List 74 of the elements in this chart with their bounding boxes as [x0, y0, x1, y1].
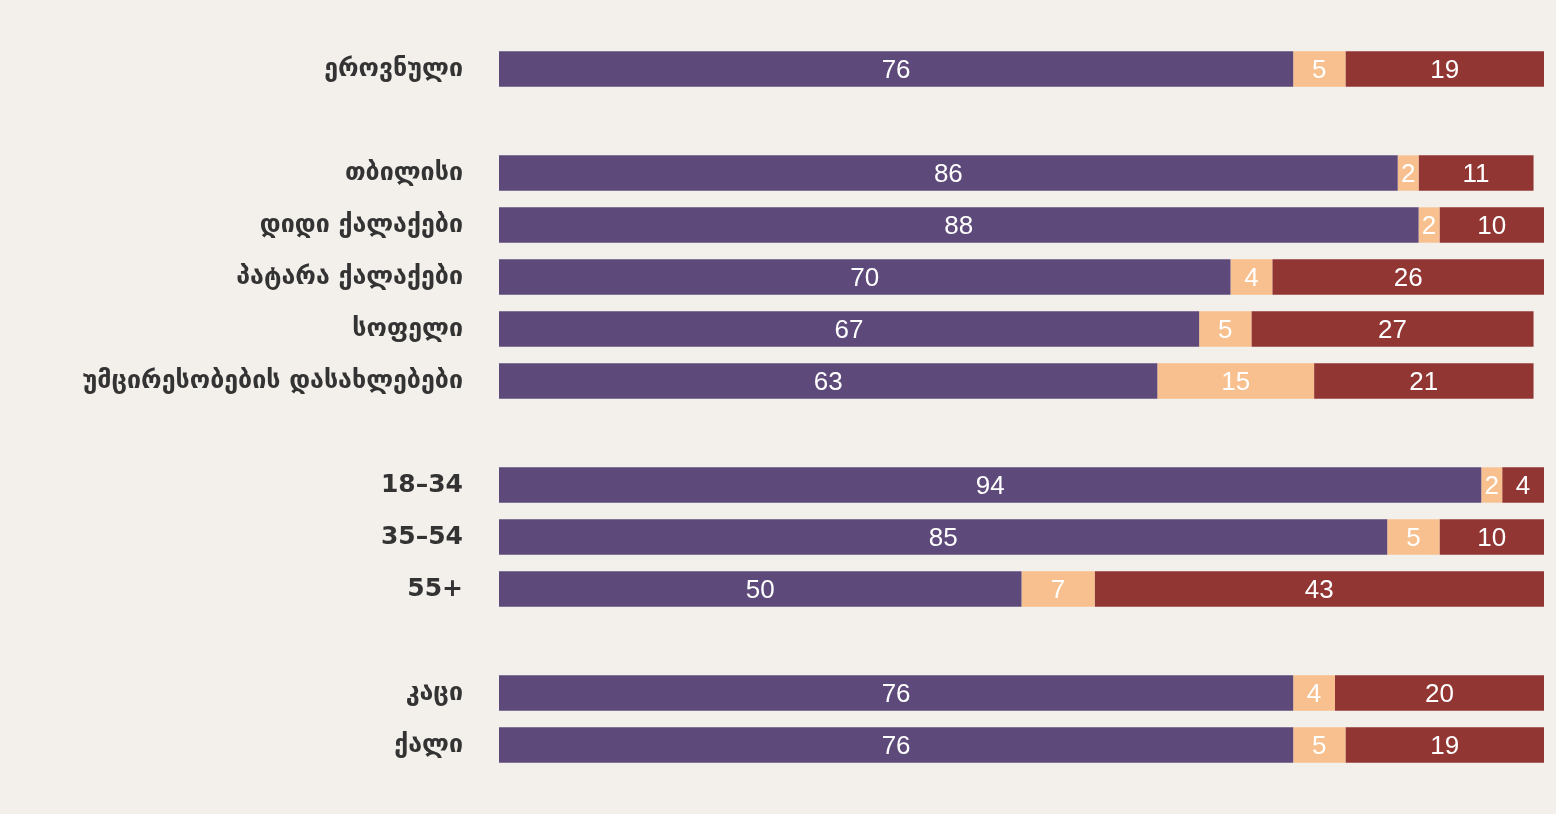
data-label: 70: [850, 262, 880, 293]
data-label: 20: [1425, 678, 1454, 709]
bar: [1439, 519, 1544, 555]
data-label: 26: [1393, 262, 1423, 293]
data-label: 76: [881, 730, 911, 761]
y-tick-label: კაცი: [405, 676, 463, 706]
bar: [499, 259, 1231, 295]
bar: [499, 727, 1294, 763]
bar: [1157, 363, 1315, 399]
bar: [1293, 727, 1346, 763]
data-label: 86: [933, 158, 963, 189]
data-label: 76: [881, 678, 911, 709]
bar: [1021, 571, 1095, 607]
bar: [1293, 51, 1346, 87]
bar: [1345, 727, 1544, 763]
data-label: 2: [1400, 158, 1416, 189]
y-tick-label: უმცირესობების დასახლებები: [82, 364, 463, 394]
data-label: 19: [1430, 730, 1460, 761]
bar: [1272, 259, 1544, 295]
data-label: 4: [1515, 470, 1531, 501]
bar: [1251, 311, 1534, 347]
bar: [499, 207, 1419, 243]
bar: [499, 311, 1200, 347]
data-label: 85: [928, 522, 958, 553]
data-label: 11: [1462, 158, 1490, 189]
y-tick-label: პატარა ქალაქები: [236, 260, 463, 290]
data-label: 7: [1050, 574, 1066, 605]
data-label: 43: [1304, 574, 1334, 605]
y-tick-label: 35–54: [380, 520, 463, 550]
data-label: 5: [1312, 730, 1327, 761]
y-tick-label: ქალი: [394, 728, 463, 758]
bar: [499, 675, 1294, 711]
bar: [1345, 51, 1544, 87]
data-label: 67: [834, 314, 864, 345]
data-label: 2: [1484, 470, 1499, 501]
data-label: 27: [1378, 314, 1407, 345]
bar: [1230, 259, 1273, 295]
data-label: 5: [1312, 54, 1327, 85]
data-label: 94: [975, 470, 1005, 501]
bar: [1314, 363, 1534, 399]
data-label: 21: [1409, 366, 1439, 397]
data-label: 88: [944, 210, 974, 241]
bar: [499, 363, 1158, 399]
data-label: 2: [1421, 210, 1437, 241]
data-label: 5: [1406, 522, 1421, 553]
bar: [1387, 519, 1440, 555]
data-label: 50: [745, 574, 775, 605]
data-label: 4: [1244, 262, 1259, 293]
bar: [499, 519, 1388, 555]
bar: [1199, 311, 1252, 347]
y-tick-label: სოფელი: [352, 312, 463, 342]
bar: [499, 51, 1294, 87]
data-label: 19: [1430, 54, 1460, 85]
bar: [1293, 675, 1335, 711]
y-tick-label: 18–34: [380, 468, 463, 498]
y-tick-label: დიდი ქალაქები: [259, 208, 463, 238]
data-label: 4: [1306, 678, 1322, 709]
y-tick-label: თბილისი: [344, 156, 463, 186]
data-label: 10: [1477, 210, 1507, 241]
y-tick-label: 55+: [407, 572, 463, 602]
data-label: 15: [1221, 366, 1251, 397]
bar: [1502, 467, 1544, 503]
y-tick-label: ეროვნული: [324, 52, 463, 82]
bar: [499, 467, 1482, 503]
bar: [499, 571, 1022, 607]
data-label: 10: [1477, 522, 1507, 553]
bar: [1335, 675, 1544, 711]
data-label: 76: [881, 54, 911, 85]
data-label: 5: [1218, 314, 1233, 345]
bar: [499, 155, 1398, 191]
data-label: 63: [813, 366, 843, 397]
bar: [1094, 571, 1544, 607]
bar: [1418, 155, 1534, 191]
bar: [1439, 207, 1544, 243]
